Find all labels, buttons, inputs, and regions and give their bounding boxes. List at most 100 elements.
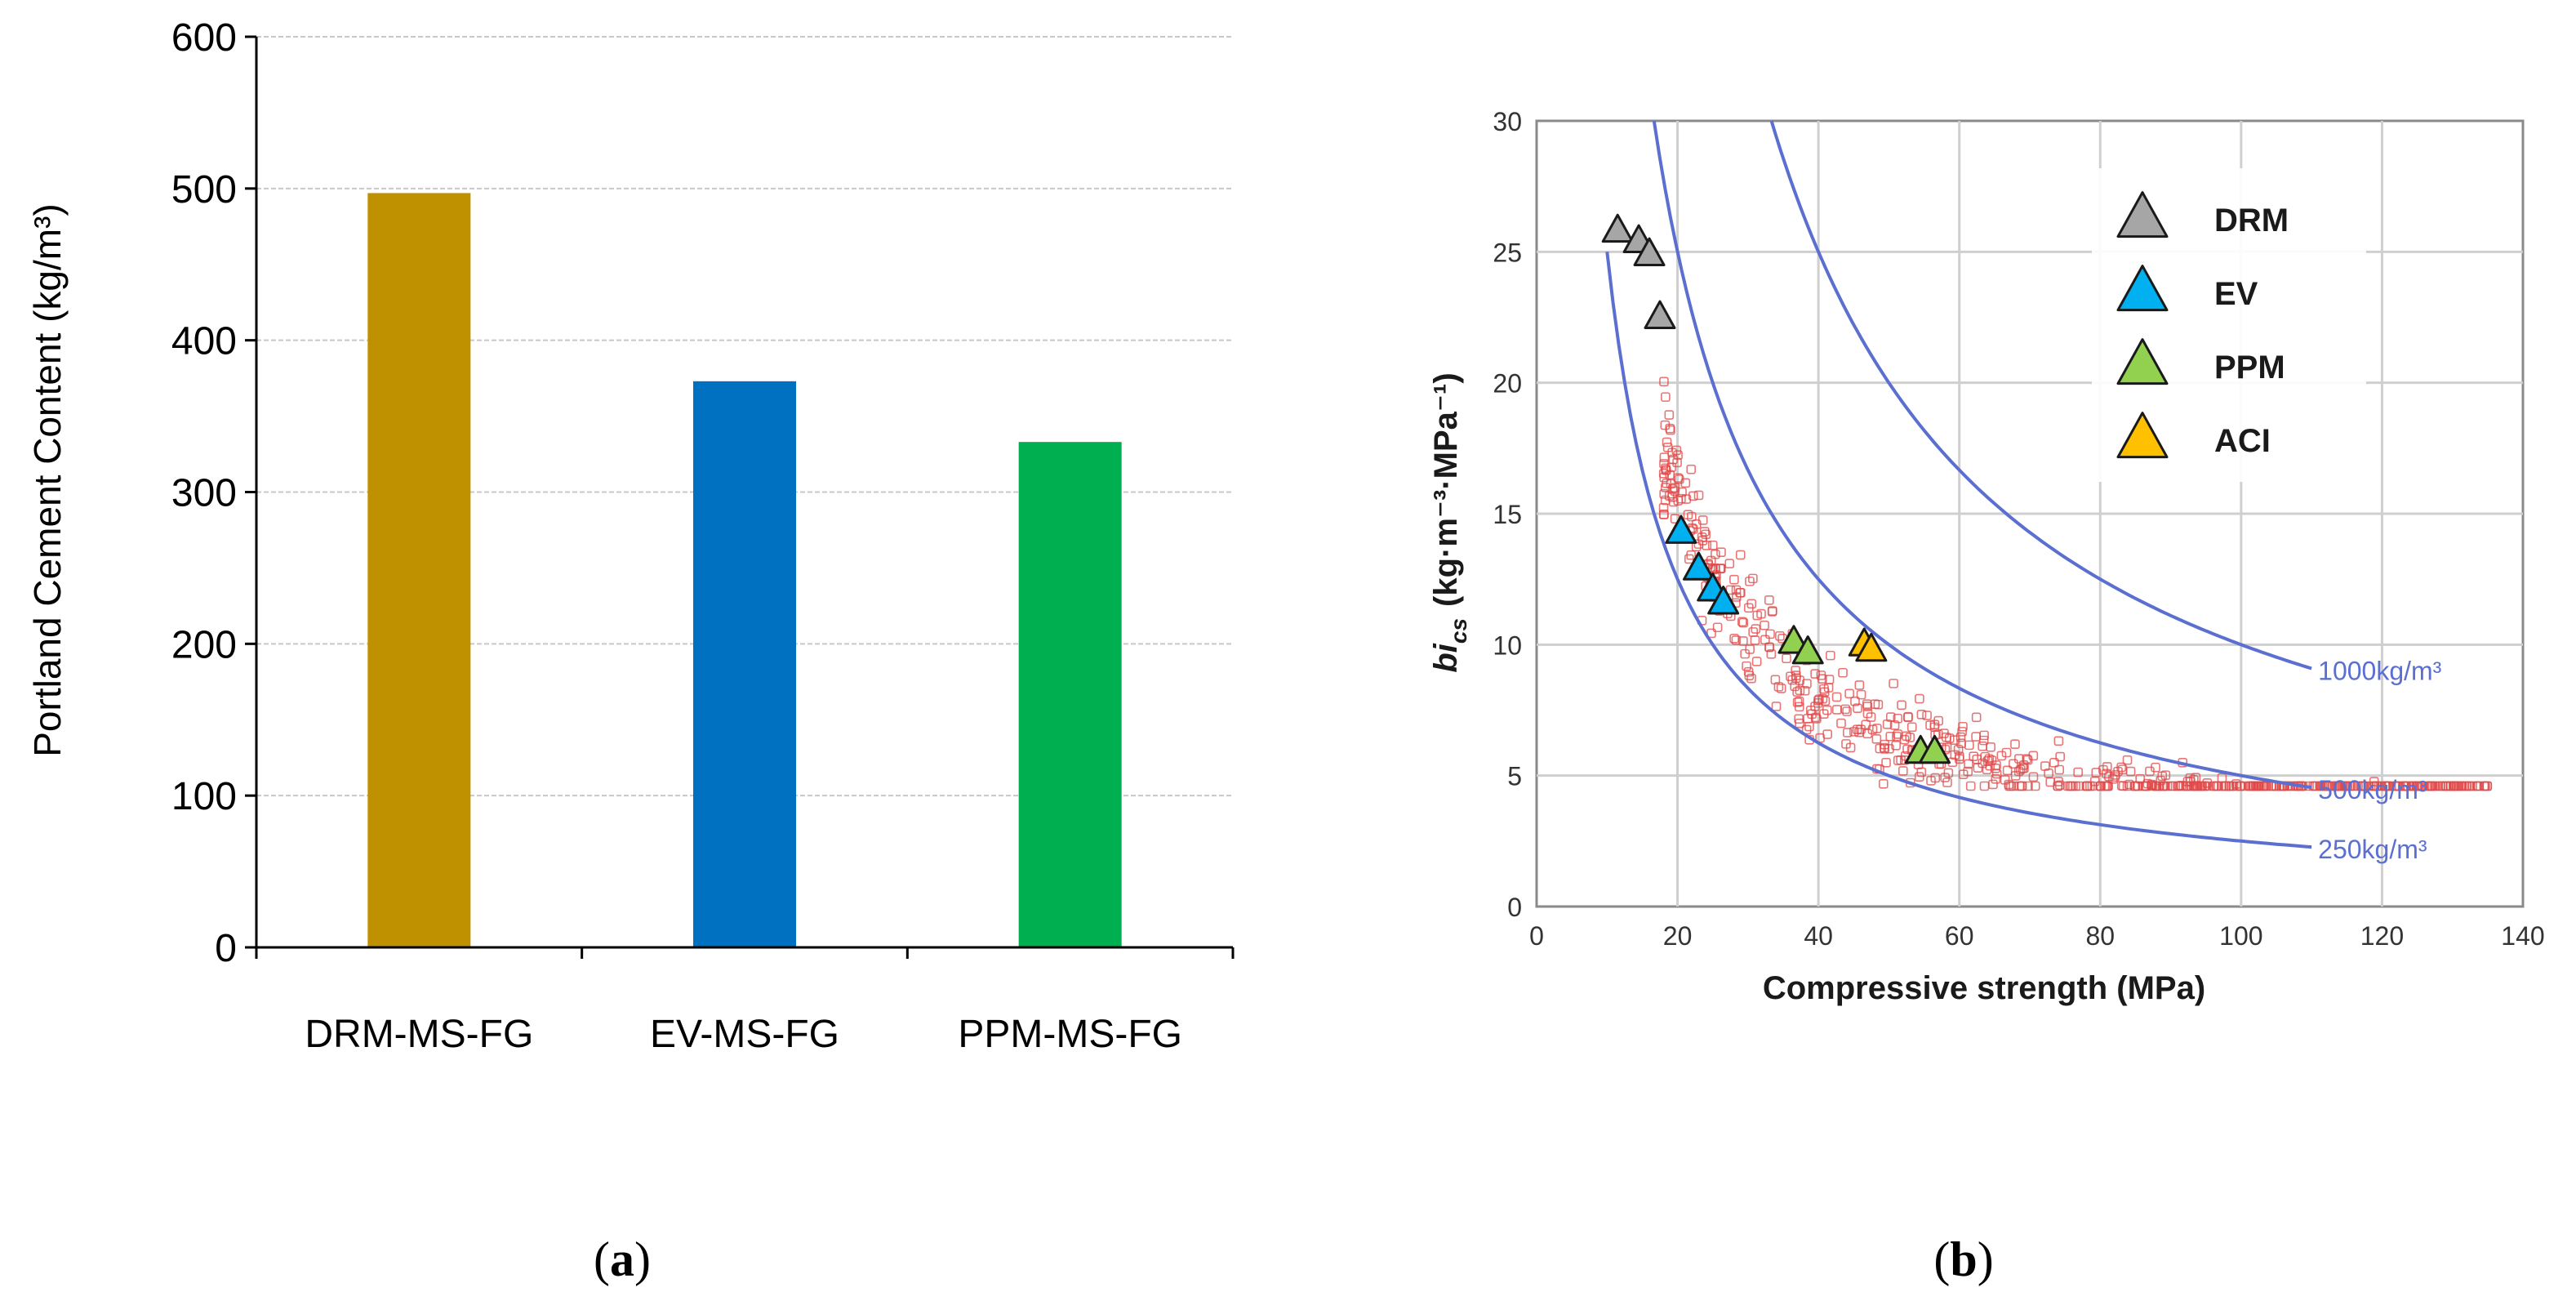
b-y-label-sub: cs: [1446, 618, 1471, 644]
b-cloud-point: [1794, 697, 1804, 706]
b-cloud-point: [2369, 781, 2379, 791]
b-cloud-point: [2160, 781, 2170, 791]
b-cloud-point: [1711, 549, 1720, 559]
b-cloud-point: [2369, 777, 2379, 786]
b-cloud-point: [1853, 703, 1862, 713]
b-y-tick-label: 10: [1493, 630, 1522, 660]
b-cloud-point: [1792, 697, 1803, 707]
bar-chart-a: 0 100 200 300 400 500 600 DRM-MS-FG EV-MS-FG PPM…: [26, 16, 1235, 1056]
b-cloud-point: [2406, 781, 2417, 791]
b-cloud-point: [1831, 692, 1842, 702]
b-series-markers: [1601, 213, 1951, 764]
b-isoline: [1769, 120, 2312, 671]
b-marker-ev: [1707, 586, 1740, 615]
b-marker-drm: [1601, 213, 1634, 243]
b-cloud-point: [1988, 779, 1998, 790]
b-cloud-point: [1693, 539, 1704, 549]
b-y-tick-label: 30: [1493, 107, 1522, 136]
b-cloud-point: [1892, 731, 1902, 742]
b-cloud-point: [2122, 781, 2133, 791]
b-cloud-point: [1665, 423, 1675, 434]
b-cloud-point: [1701, 529, 1711, 540]
b-cloud-point: [2055, 780, 2065, 791]
b-cloud-point: [1782, 653, 1791, 664]
b-cloud-point: [1843, 728, 1853, 737]
b-cloud-point: [1958, 769, 1969, 779]
b-legend-marker: [2116, 265, 2169, 312]
b-cloud-point: [1662, 465, 1671, 475]
a-y-tick-labels: 0 100 200 300 400 500 600: [171, 16, 256, 970]
b-cloud-point: [1752, 610, 1763, 621]
b-cloud-point: [1940, 773, 1950, 782]
b-legend-marker: [2116, 191, 2169, 238]
b-cloud-point: [1870, 699, 1880, 709]
b-cloud-point: [2028, 772, 2039, 782]
b-cloud-point: [1686, 464, 1697, 475]
b-cloud-point: [1867, 724, 1878, 735]
b-cloud-point: [1775, 630, 1785, 641]
panel-label-b-letter: b: [1950, 1232, 1977, 1286]
b-x-tick-label: 40: [1804, 921, 1833, 951]
b-cloud-point: [2111, 770, 2120, 780]
b-cloud-point: [1760, 620, 1769, 630]
b-cloud-point: [1664, 410, 1675, 420]
b-legend-label: EV: [2214, 276, 2258, 312]
b-x-tick-label: 60: [1945, 921, 1974, 951]
b-cloud-point: [2049, 758, 2059, 768]
b-legend-marker: [2116, 338, 2169, 385]
b-cloud-point: [2240, 781, 2250, 791]
b-cloud-point: [1854, 680, 1865, 690]
a-y-tick-label: 100: [171, 775, 237, 818]
b-cloud-point: [1885, 731, 1896, 742]
b-y-tick-labels: 0 5 10 15 20 25 30: [1493, 107, 1522, 922]
b-legend-label: DRM: [2214, 203, 2289, 238]
b-cloud-point: [1746, 673, 1756, 684]
b-cloud-point: [2252, 781, 2262, 791]
b-cloud-point: [1686, 550, 1696, 560]
b-cloud-point: [1667, 483, 1678, 494]
b-isoline: [1652, 120, 2312, 790]
b-cloud-point: [1878, 779, 1889, 789]
b-cloud-point: [2009, 759, 2018, 769]
b-cloud-point: [1790, 681, 1800, 692]
b-cloud-point: [1926, 776, 1936, 786]
b-cloud-point: [1668, 497, 1679, 507]
b-cloud-point: [1744, 603, 1754, 613]
b-cloud-point: [1659, 376, 1669, 387]
b-cloud-point: [2017, 781, 2027, 791]
b-cloud-point: [2224, 781, 2235, 791]
a-bar: [693, 381, 796, 947]
b-cloud-point: [1903, 712, 1913, 723]
b-marker-ev: [1682, 551, 1715, 581]
b-cloud-point: [1852, 724, 1862, 735]
b-cloud-point: [1683, 510, 1693, 520]
b-cloud-point: [1916, 710, 1927, 720]
b-cloud-point: [1712, 622, 1723, 633]
b-marker-ppm: [1919, 734, 1951, 764]
b-x-tick-label: 140: [2501, 921, 2544, 951]
b-cloud-point: [1674, 475, 1684, 484]
a-y-tick-label: 300: [171, 472, 237, 515]
b-cloud-point: [1776, 684, 1786, 693]
b-cloud-point: [1735, 550, 1746, 560]
a-x-tick-label: DRM-MS-FG: [305, 1013, 533, 1056]
b-marker-drm: [1644, 300, 1676, 329]
b-cloud-point: [2030, 781, 2040, 791]
b-cloud-point: [2190, 781, 2200, 791]
b-cloud-point: [1751, 657, 1762, 666]
b-cloud-point: [1841, 739, 1851, 749]
b-cloud-point: [1889, 679, 1898, 688]
b-isoline-label: 500kg/m³: [2318, 775, 2427, 804]
b-cloud-point: [1764, 642, 1774, 653]
b-cloud-point: [1978, 741, 1987, 751]
b-legend-label: PPM: [2214, 350, 2285, 385]
b-cloud-point: [1744, 671, 1755, 680]
b-cloud-point: [1954, 751, 1964, 761]
b-cloud-point: [1882, 720, 1893, 729]
panel-label-a-letter: a: [610, 1232, 634, 1286]
b-cloud-point: [2196, 781, 2205, 791]
b-cloud-point: [1884, 743, 1894, 754]
b-cloud-point: [2231, 779, 2241, 789]
b-cloud-point: [2010, 771, 2021, 781]
b-isolines: 1000kg/m³ 500kg/m³ 250kg/m³: [1605, 120, 2442, 864]
